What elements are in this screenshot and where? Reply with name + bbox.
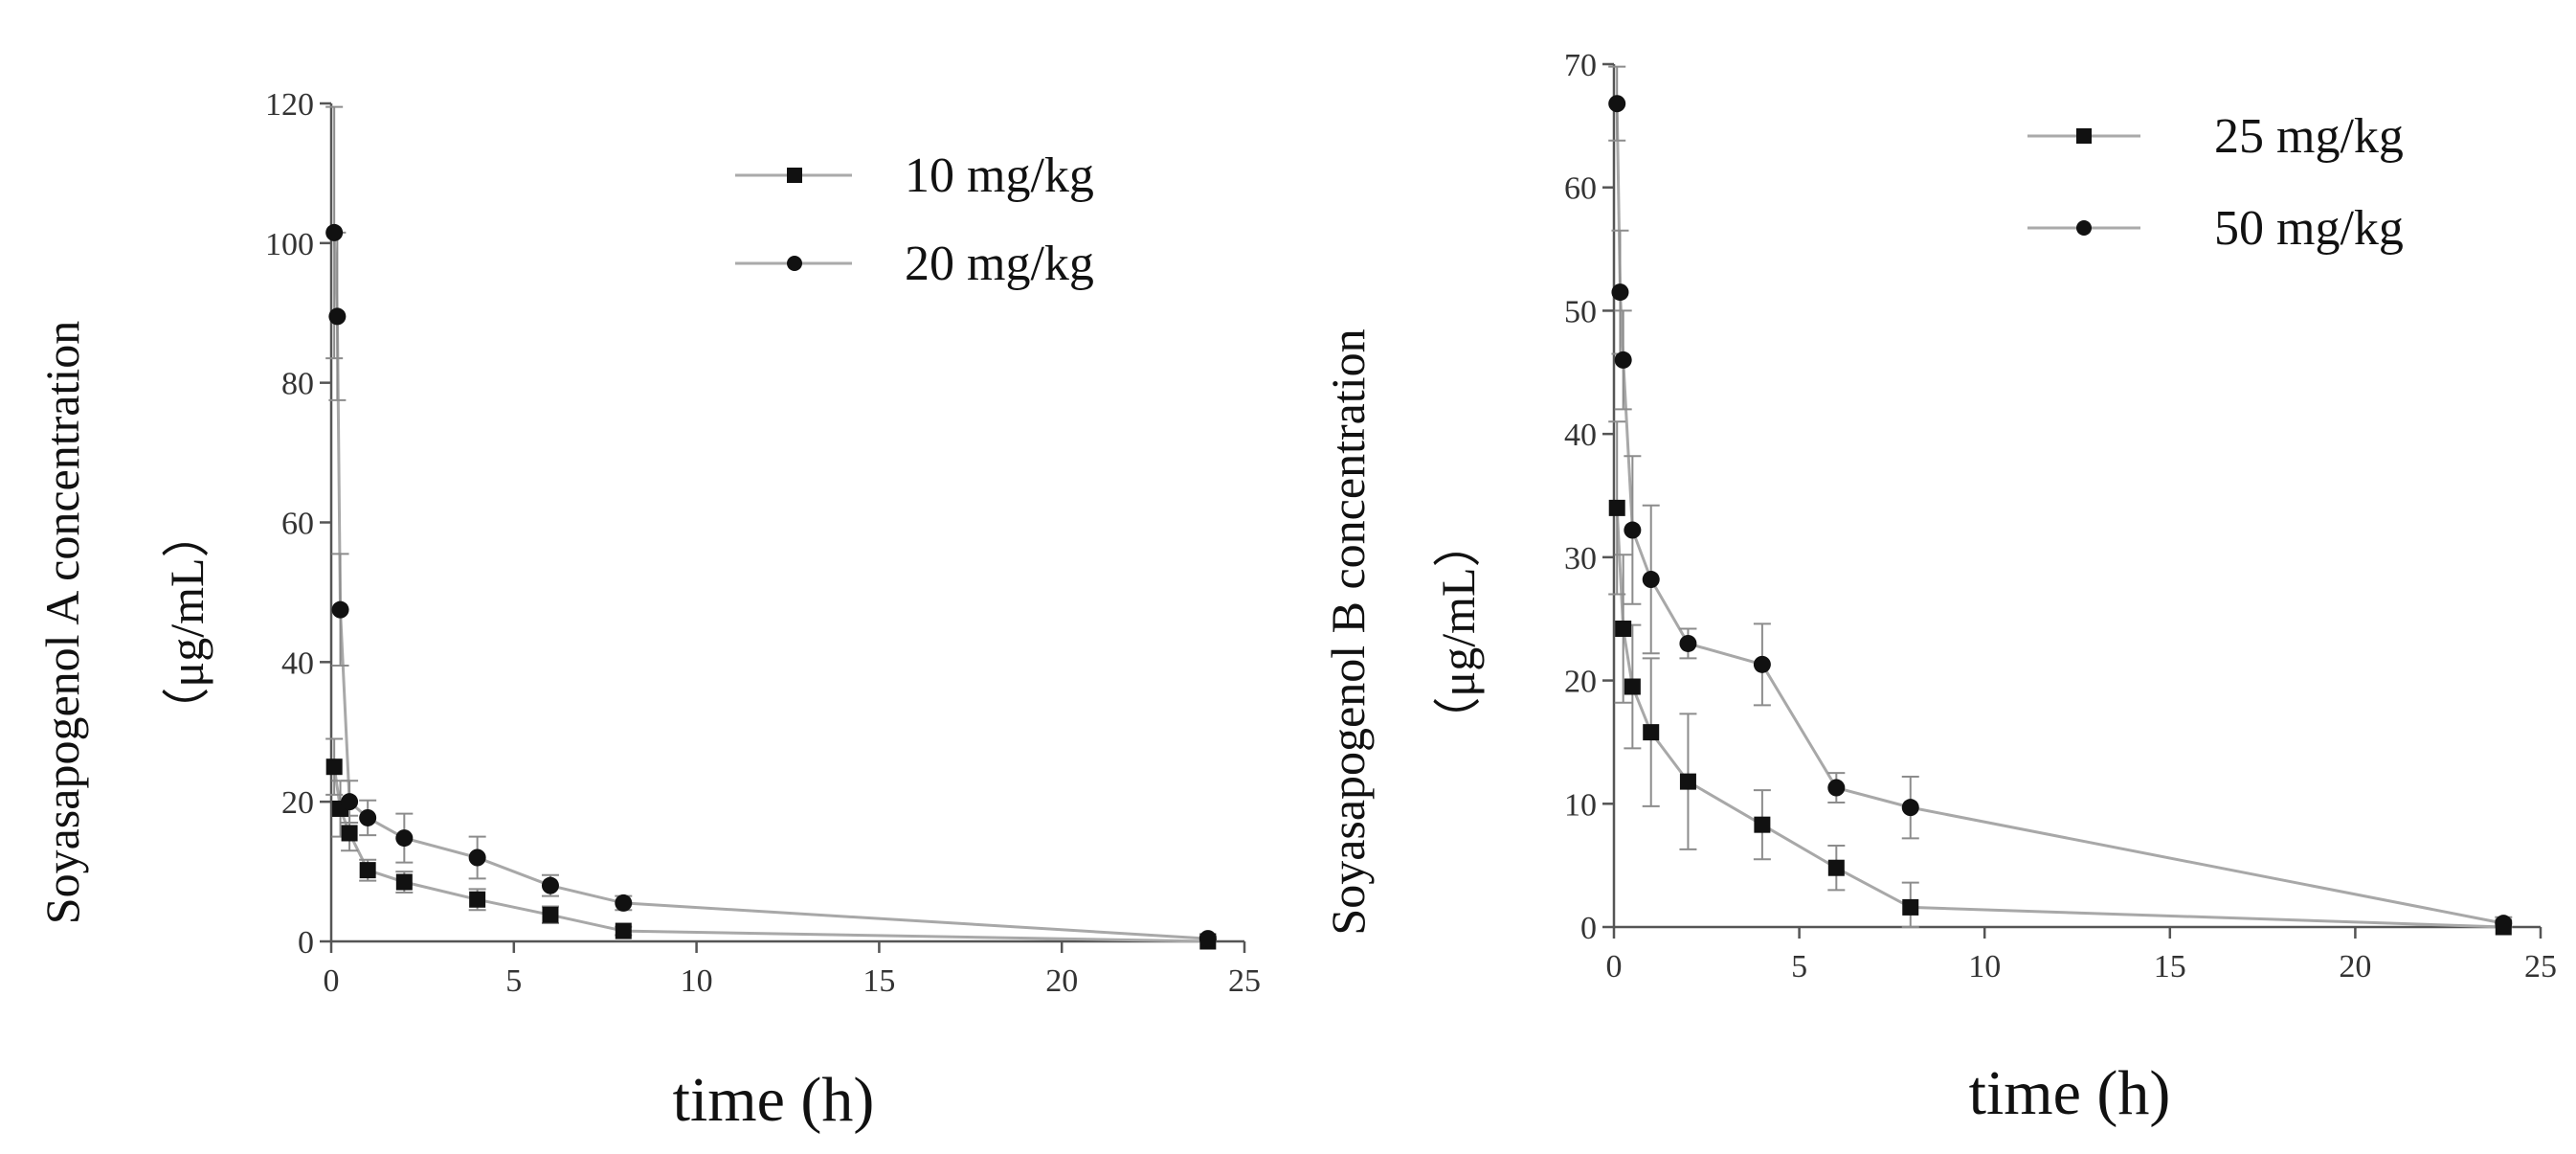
data-point-series-2	[328, 307, 347, 326]
data-point-series-2	[359, 808, 377, 826]
y-tick-label: 70	[1564, 48, 1597, 83]
legend: 25 mg/kg 50 mg/kg	[2027, 109, 2404, 256]
data-point-series-1	[615, 922, 632, 939]
legend-marker-square	[787, 168, 802, 183]
chart-panel-soyasapogenol-b: 0 10 20 30 40 50 60 70 0 5 10 15 20 25 25 mg/kg 50 mg…	[1321, 48, 2557, 1128]
data-point-series-1	[395, 873, 413, 891]
y-tick-label: 30	[1564, 541, 1597, 577]
data-point-series-2	[331, 600, 349, 619]
legend-label-series-1: 25 mg/kg	[2214, 109, 2404, 164]
x-tick-label: 5	[505, 963, 522, 999]
x-axis-title: time (h)	[673, 1065, 875, 1135]
legend-label-series-1: 10 mg/kg	[905, 148, 1094, 203]
data-point-series-2	[1901, 799, 1919, 817]
x-tick-label: 5	[1791, 949, 1807, 984]
data-point-series-1	[542, 906, 559, 923]
y-tick-label: 80	[281, 367, 314, 402]
data-point-series-1	[359, 862, 376, 879]
y-tick-label: 40	[1564, 418, 1597, 453]
y-axis-title: Soyasapogenol A concentration	[35, 321, 89, 924]
data-point-series-2	[2495, 915, 2513, 933]
data-point-series-2	[615, 894, 633, 912]
data-point-series-1	[1902, 898, 1919, 916]
data-point-series-1	[325, 758, 343, 776]
data-point-series-2	[468, 849, 486, 867]
y-tick-label: 20	[1564, 665, 1597, 700]
data-point-series-2	[341, 793, 359, 811]
data-point-series-1	[341, 825, 358, 842]
y-tick-label: 100	[265, 227, 314, 262]
y-tick-label: 120	[265, 87, 314, 123]
data-point-series-2	[395, 829, 414, 848]
data-point-series-1	[469, 891, 486, 908]
x-tick-label: 25	[1228, 963, 1261, 999]
y-axis-title: Soyasapogenol B concentration	[1321, 328, 1375, 935]
data-point-series-1	[1679, 773, 1696, 790]
chart-panel-soyasapogenol-a: 0 20 40 60 80 100 120 0 5 10 15 20 25 10 mg/kg 20 mg…	[35, 87, 1261, 1135]
data-point-series-2	[325, 223, 344, 241]
data-point-series-2	[1827, 779, 1846, 797]
y-tick-label: 0	[1580, 911, 1597, 946]
data-point-series-2	[1753, 655, 1771, 673]
y-axis-unit: （μg/mL）	[160, 509, 213, 735]
y-tick-label: 60	[281, 507, 314, 542]
data-point-series-1	[1615, 621, 1632, 638]
data-point-series-2	[1624, 521, 1642, 539]
x-tick-label: 10	[1968, 949, 2001, 984]
y-tick-label: 40	[281, 645, 314, 681]
y-tick-label: 0	[298, 925, 314, 961]
series-line-2	[332, 232, 1208, 940]
data-point-series-2	[1679, 634, 1697, 652]
y-tick-label: 60	[1564, 171, 1597, 207]
data-point-series-2	[541, 876, 559, 894]
x-tick-label: 25	[2524, 949, 2557, 984]
data-point-series-2	[1611, 283, 1629, 302]
x-tick-label: 20	[1045, 963, 1078, 999]
data-point-series-1	[1608, 499, 1625, 516]
data-point-series-2	[1198, 930, 1217, 948]
x-tick-label: 20	[2339, 949, 2371, 984]
data-point-series-2	[1614, 351, 1632, 369]
legend-label-series-2: 50 mg/kg	[2214, 201, 2404, 256]
x-tick-label: 10	[681, 963, 713, 999]
series-line-2	[1615, 103, 2504, 925]
y-tick-label: 10	[1564, 787, 1597, 823]
x-axis-title: time (h)	[1969, 1058, 2171, 1128]
x-tick-label: 0	[324, 963, 340, 999]
legend: 10 mg/kg 20 mg/kg	[735, 148, 1094, 291]
x-tick-label: 15	[2154, 949, 2186, 984]
x-tick-label: 0	[1606, 949, 1623, 984]
x-tick-label: 15	[862, 963, 895, 999]
series-line-1	[1615, 508, 2504, 929]
legend-marker-circle	[2076, 220, 2092, 236]
data-point-series-2	[1608, 95, 1626, 113]
y-tick-label: 20	[281, 785, 314, 821]
y-tick-label: 50	[1564, 294, 1597, 329]
data-point-series-1	[1624, 678, 1641, 695]
y-axis-unit: （μg/mL）	[1431, 519, 1485, 744]
legend-marker-square	[2076, 128, 2092, 144]
legend-marker-circle	[787, 256, 802, 271]
data-point-series-2	[1642, 571, 1660, 589]
data-point-series-1	[1754, 816, 1771, 833]
data-point-series-1	[1643, 724, 1660, 741]
legend-label-series-2: 20 mg/kg	[905, 237, 1094, 291]
data-point-series-1	[1827, 859, 1845, 876]
